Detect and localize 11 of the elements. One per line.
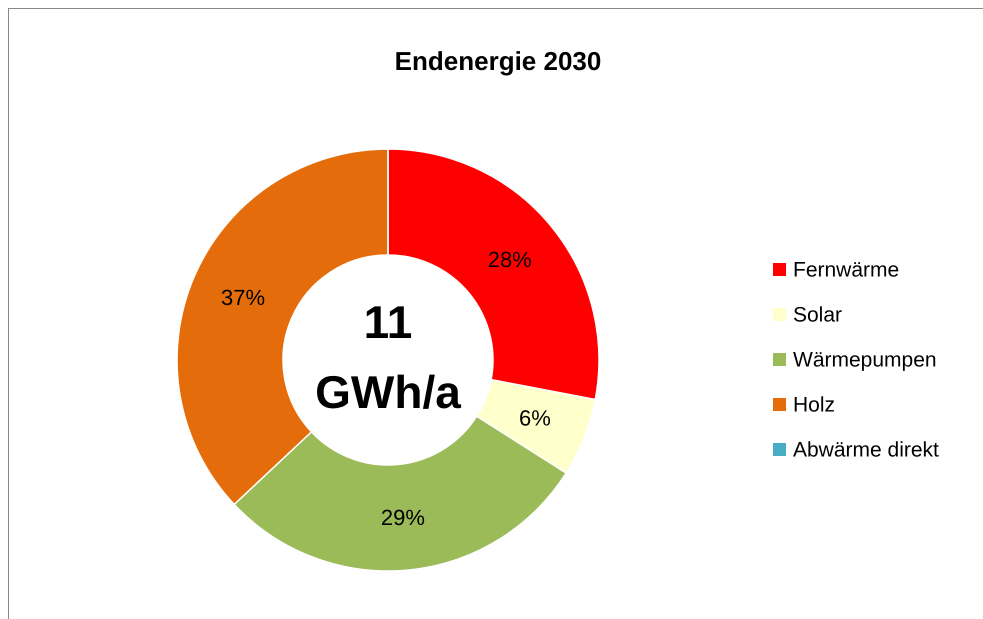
text: 11 GWh/a (315, 296, 462, 418)
legend-label: Holz (793, 394, 836, 416)
data-label: 28% (488, 246, 532, 272)
legend-label: Abwärme direkt (793, 438, 940, 462)
data-label: 37% (220, 284, 266, 310)
legend-label: Fernwärme (793, 258, 900, 282)
legend-label: Solar (793, 304, 842, 326)
legend-label: Wärmepumpen (793, 348, 937, 372)
data-label: 6% (519, 406, 551, 431)
chart-title: Endenergie 2030 (394, 46, 602, 76)
data-label: 29% (380, 504, 425, 530)
